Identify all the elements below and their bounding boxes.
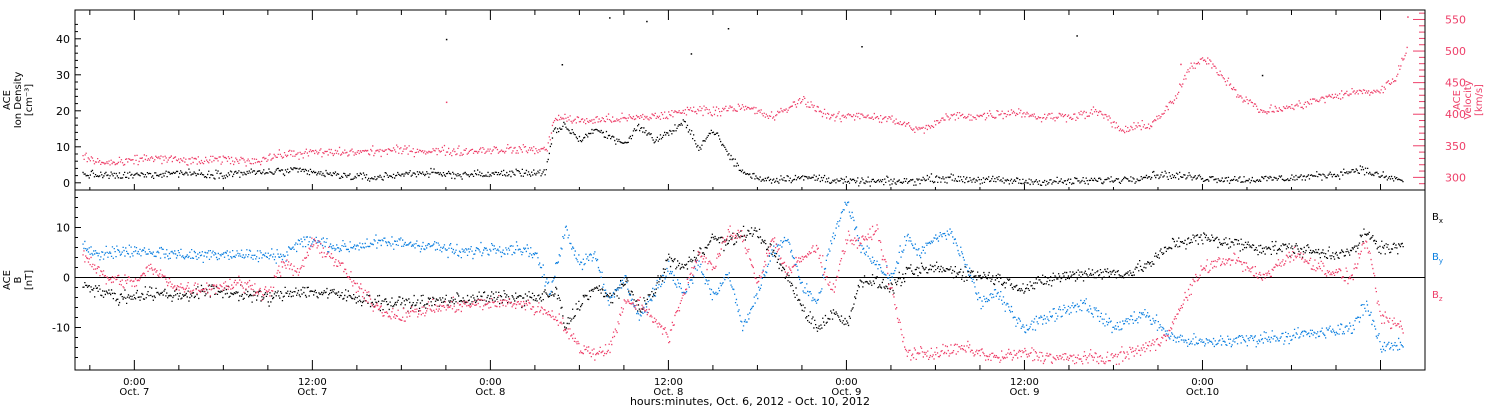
legend-subscript: z xyxy=(1439,295,1443,303)
top-right-axis-label-line: ACE xyxy=(1452,90,1463,110)
bottom-y-axis-label-line: [nT] xyxy=(24,270,35,290)
series-ion-density-outlier xyxy=(690,53,693,55)
top-panel-frame xyxy=(74,9,1426,191)
legend-series-by: By xyxy=(1432,252,1443,265)
bottom-y-tick-label: 0 xyxy=(63,272,70,285)
legend-series-bx: Bx xyxy=(1432,212,1443,225)
top-right-axis-label: ACEVelocity[km/s] xyxy=(1452,80,1485,119)
x-axis-label: hours:minutes, Oct. 6, 2012 - Oct. 10, 2… xyxy=(630,395,870,408)
top-right-tick-label: 500 xyxy=(1445,45,1466,58)
x-tick-label-date: Oct. 7 xyxy=(119,387,149,398)
top-right-tick-label: 300 xyxy=(1445,171,1466,184)
bottom-y-tick-label: 10 xyxy=(56,222,70,235)
x-tick-label-date: Oct. 8 xyxy=(475,387,505,398)
top-right-tick-label: 450 xyxy=(1445,77,1466,90)
x-tick-label-date: Oct. 7 xyxy=(297,387,327,398)
top-y-axis-label-line: Ion Density xyxy=(13,72,24,129)
series-ion-density xyxy=(82,17,1404,187)
legend-label: B xyxy=(1432,212,1439,223)
series-by-points xyxy=(82,201,1404,353)
x-tick-label-time: 0:00 xyxy=(479,377,501,388)
top-y-tick-label: 20 xyxy=(56,105,70,118)
series-bx xyxy=(82,225,1404,332)
series-bx-points xyxy=(82,225,1404,332)
bottom-panel-frame xyxy=(74,189,1426,371)
bottom-y-axis-label-line: ACE xyxy=(2,270,13,290)
series-ion-density-outlier xyxy=(727,28,730,30)
top-y-axis-label: ACEIon Density[cm⁻³] xyxy=(2,72,35,129)
series-ion-density-outlier xyxy=(561,64,564,66)
top-right-axis-label-line: Velocity xyxy=(1463,80,1474,119)
series-ion-density-outlier xyxy=(1261,74,1264,77)
x-tick-label-time: 12:00 xyxy=(654,377,683,388)
series-velocity-outlier xyxy=(445,101,448,104)
top-right-tick-label: 350 xyxy=(1445,140,1466,153)
top-y-tick-label: 0 xyxy=(63,177,70,190)
legend-series-bz: Bz xyxy=(1432,290,1443,303)
top-right-axis-label-line: [km/s] xyxy=(1474,84,1485,116)
bottom-y-tick-label: -10 xyxy=(52,322,70,335)
x-tick-label-date: Oct. 9 xyxy=(831,387,861,398)
series-ion-density-outlier xyxy=(861,46,863,48)
top-y-tick-label: 10 xyxy=(56,141,70,154)
series-ion-density-outlier xyxy=(445,38,448,41)
series-velocity-outlier xyxy=(1407,16,1409,18)
x-tick-label-time: 0:00 xyxy=(123,377,145,388)
x-tick-label-time: 0:00 xyxy=(1191,377,1213,388)
series-velocity-outlier xyxy=(1180,63,1182,66)
series-velocity xyxy=(82,16,1409,167)
legend-subscript: x xyxy=(1439,217,1443,225)
series-ion-density-outlier xyxy=(646,20,648,23)
bottom-y-axis-label: ACEB[nT] xyxy=(2,270,35,290)
x-tick-label-date: Oct.10 xyxy=(1186,387,1219,398)
x-tick-label-date: Oct. 8 xyxy=(653,387,683,398)
series-ion-density-outlier xyxy=(1076,35,1078,37)
legend-label: B xyxy=(1432,290,1439,301)
top-right-tick-label: 400 xyxy=(1445,108,1466,121)
bottom-y-axis-label-line: B xyxy=(13,276,24,283)
series-ion-density-outlier xyxy=(609,17,611,19)
x-tick-label-time: 0:00 xyxy=(835,377,857,388)
top-right-tick-label: 550 xyxy=(1445,13,1466,26)
x-tick-label-time: 12:00 xyxy=(1010,377,1039,388)
top-y-axis-label-line: [cm⁻³] xyxy=(24,84,35,116)
top-y-axis-label-line: ACE xyxy=(2,90,13,110)
series-velocity-points xyxy=(82,46,1408,167)
series-ion-density-points xyxy=(82,119,1404,187)
legend-subscript: y xyxy=(1439,257,1443,265)
x-tick-label-time: 12:00 xyxy=(298,377,327,388)
top-y-tick-label: 30 xyxy=(56,69,70,82)
series-by xyxy=(82,201,1404,353)
legend-label: B xyxy=(1432,252,1439,263)
x-tick-label-date: Oct. 9 xyxy=(1009,387,1039,398)
top-y-tick-label: 40 xyxy=(56,33,70,46)
